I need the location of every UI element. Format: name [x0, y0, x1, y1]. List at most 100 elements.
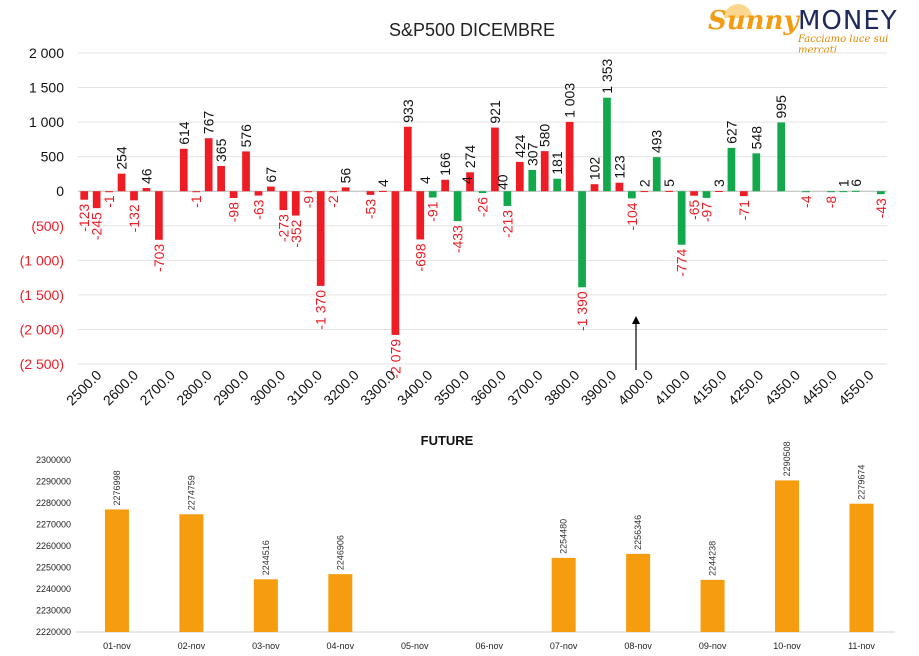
x-tick-label: 3600.0	[467, 367, 509, 409]
data-label: -213	[499, 210, 515, 238]
data-label: 166	[437, 152, 453, 176]
x-tick-label: 3100.0	[284, 367, 326, 409]
bar	[416, 191, 425, 240]
bar	[379, 190, 387, 192]
future-chart: FUTURE 2220000 2230000 2240000 2250000 22600…	[36, 433, 895, 651]
bar	[852, 190, 860, 192]
logo-sunny-text: Sunny	[708, 6, 799, 36]
data-label: -98	[226, 202, 242, 222]
bar	[229, 191, 238, 198]
bar	[329, 191, 338, 193]
y-tick-label: 500	[41, 149, 65, 165]
bar	[715, 191, 723, 193]
sun-icon	[724, 4, 752, 18]
data-label: 307	[524, 142, 540, 166]
x-tick-label: 3300.0	[357, 367, 399, 409]
data-label: 921	[487, 100, 503, 124]
data-label: -1 370	[313, 290, 329, 330]
data-label: -104	[624, 202, 640, 230]
data-label: 123	[611, 155, 627, 179]
data-label: 40	[495, 174, 511, 190]
future-x-tick-label: 01-nov	[103, 641, 131, 651]
data-label: 1 003	[562, 83, 578, 118]
data-label: -1	[101, 195, 117, 208]
bar	[727, 147, 736, 192]
future-x-tick-label: 08-nov	[624, 641, 652, 651]
y-tick-label: 2 000	[29, 45, 64, 61]
data-label: 4	[417, 176, 433, 184]
bar	[515, 161, 524, 192]
bar	[640, 191, 649, 193]
bar	[528, 170, 537, 192]
future-y-tick-label: 2290000	[36, 477, 71, 487]
y-tick-label: 1 500	[29, 80, 64, 96]
data-label: -352	[288, 219, 304, 247]
bar	[279, 191, 288, 211]
y-axis: 2 000 1 500 1 000 500 0 (500) (1 000) (1 500) (2…	[20, 45, 65, 372]
data-label: 995	[773, 95, 789, 119]
future-y-tick-label: 2270000	[36, 520, 71, 530]
x-tick-label: 4550.0	[835, 367, 877, 409]
data-label: 548	[748, 126, 764, 150]
future-x-tick-label: 02-nov	[178, 641, 206, 651]
data-label: 2	[636, 179, 652, 187]
data-label: -2	[325, 195, 341, 208]
future-bar	[104, 509, 129, 632]
data-label: 4	[375, 179, 391, 187]
x-tick-label: 3500.0	[431, 367, 473, 409]
future-data-label: 2256346	[633, 515, 643, 550]
y-tick-label: (2 000)	[20, 321, 64, 337]
data-label: -774	[674, 249, 690, 277]
bar	[690, 191, 698, 196]
future-x-tick-label: 06-nov	[475, 641, 503, 651]
logo-tagline: Facciamo luce sui mercati	[798, 34, 889, 56]
bar	[540, 151, 549, 192]
data-label: -698	[412, 243, 428, 271]
data-label: 6	[848, 179, 864, 187]
data-label: -123	[76, 204, 92, 232]
y-tick-label: (1 500)	[20, 287, 64, 303]
future-y-tick-label: 2260000	[36, 541, 71, 551]
bar	[677, 191, 686, 245]
bar	[204, 138, 213, 192]
bar	[254, 191, 263, 196]
y-tick-label: (2 500)	[20, 356, 64, 372]
future-y-tick-label: 2220000	[36, 627, 71, 637]
future-x-tick-label: 04-nov	[327, 641, 355, 651]
future-bar	[775, 480, 800, 632]
bar	[839, 191, 848, 193]
future-data-label: 2244516	[261, 540, 271, 575]
bar	[702, 191, 711, 198]
y-tick-label: 1 000	[29, 114, 64, 130]
future-bar	[849, 503, 874, 632]
data-label: -53	[362, 199, 378, 219]
bar	[441, 179, 450, 192]
x-tick-label: 3900.0	[578, 367, 620, 409]
bar	[565, 121, 574, 192]
future-y-tick-label: 2230000	[36, 606, 71, 616]
annotation-arrow	[632, 316, 640, 370]
data-label: -9	[300, 196, 316, 209]
data-label: 493	[649, 130, 665, 154]
future-title: FUTURE	[421, 433, 474, 448]
future-data-label: 2246906	[335, 535, 345, 570]
data-label: 627	[723, 120, 739, 144]
data-label: 580	[537, 124, 553, 148]
bar	[304, 191, 313, 193]
bar	[652, 157, 661, 192]
bar	[453, 191, 462, 222]
data-label: -703	[151, 244, 167, 272]
x-tick-label: 4100.0	[651, 367, 693, 409]
future-data-label: 2279674	[856, 465, 866, 500]
data-label: 67	[263, 167, 279, 183]
data-label: -4	[798, 195, 814, 208]
data-label: 1	[835, 179, 851, 187]
y-tick-label: 0	[56, 183, 64, 199]
data-label: 4	[459, 176, 475, 184]
bar	[192, 191, 201, 193]
data-label: 56	[338, 168, 354, 184]
x-axis: 2500.02600.02700.02800.02900.03000.03100…	[63, 367, 877, 409]
future-x-tick-label: 07-nov	[550, 641, 578, 651]
future-y-tick-label: 2280000	[36, 498, 71, 508]
data-label: -65	[686, 200, 702, 220]
